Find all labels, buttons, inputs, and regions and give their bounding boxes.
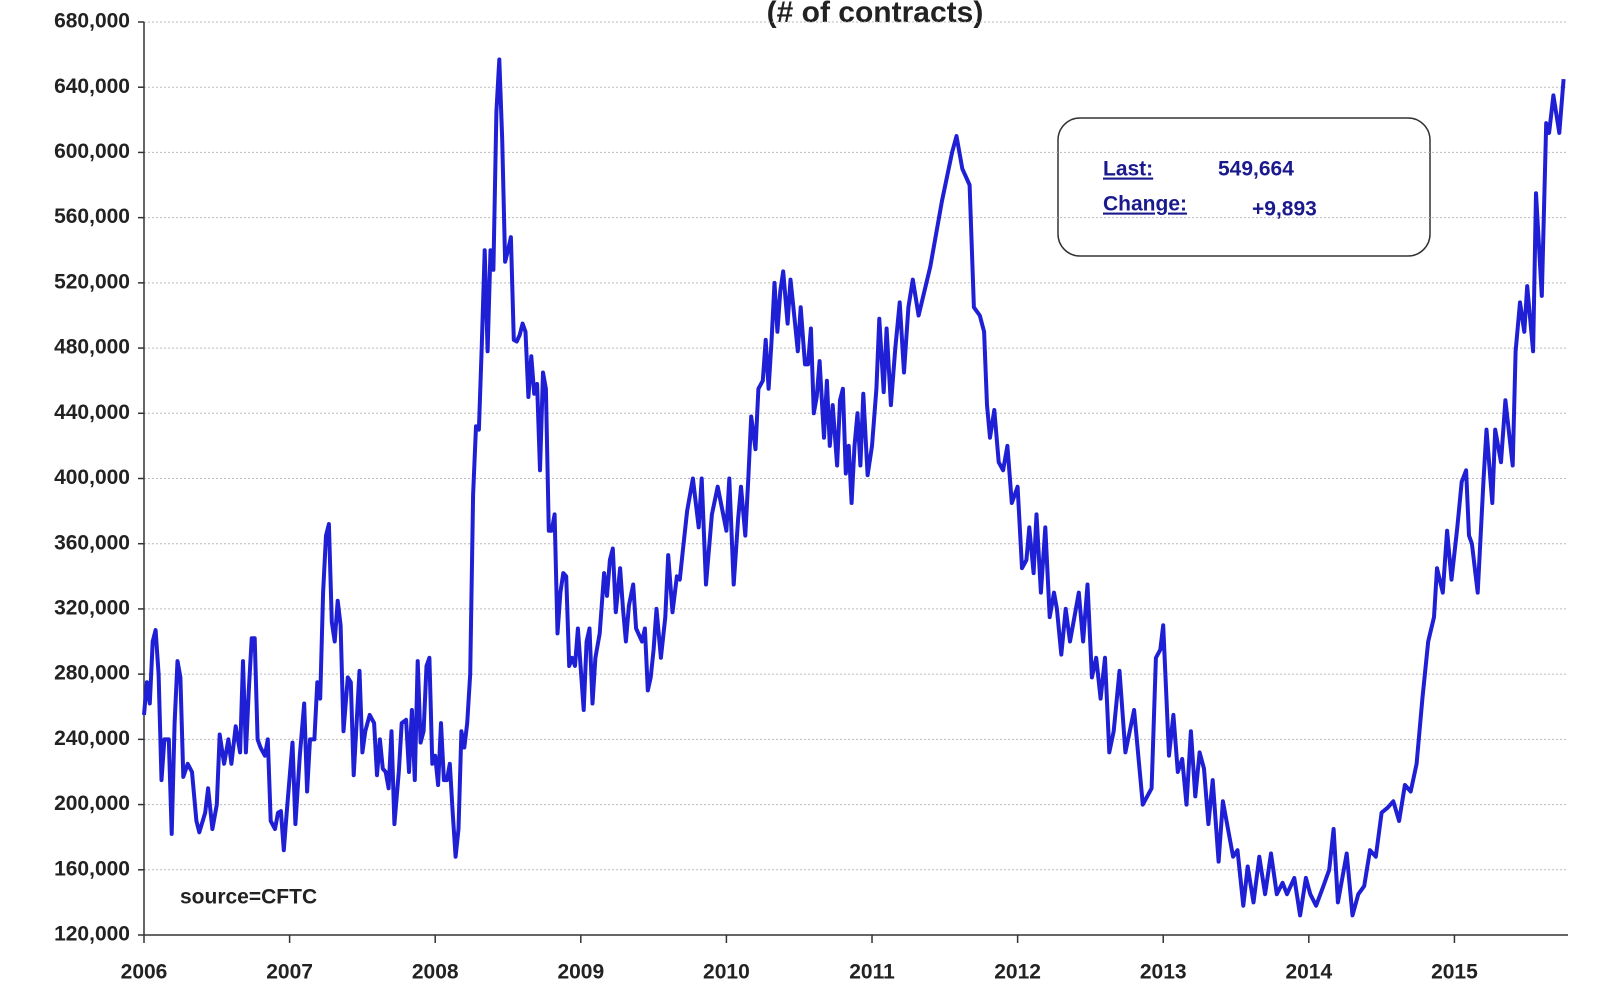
annotation-box: [1057, 117, 1431, 257]
annotation-value: 549,664: [1218, 158, 1294, 181]
source-note: source=CFTC: [180, 886, 317, 909]
y-tick-label: 600,000: [54, 140, 130, 163]
y-tick-label: 240,000: [54, 727, 130, 750]
y-tick-label: 280,000: [54, 662, 130, 685]
x-tick-label: 2013: [1140, 961, 1187, 984]
x-tick-label: 2010: [703, 961, 750, 984]
y-tick-label: 120,000: [54, 923, 130, 946]
annotation-value: +9,893: [1252, 198, 1317, 221]
x-tick-label: 2006: [121, 961, 168, 984]
annotation-label: Change:: [1103, 193, 1187, 216]
chart-title: (# of contracts): [767, 0, 984, 29]
x-tick-label: 2007: [266, 961, 313, 984]
x-tick-label: 2015: [1431, 961, 1478, 984]
x-tick-label: 2012: [994, 961, 1041, 984]
x-tick-label: 2008: [412, 961, 459, 984]
x-tick-label: 2009: [557, 961, 604, 984]
data-line: [142, 57, 1566, 918]
y-tick-label: 400,000: [54, 466, 130, 489]
y-tick-label: 320,000: [54, 596, 130, 619]
y-tick-label: 560,000: [54, 205, 130, 228]
y-tick-label: 200,000: [54, 792, 130, 815]
y-tick-label: 440,000: [54, 401, 130, 424]
annotation-label: Last:: [1103, 158, 1153, 181]
y-tick-label: 360,000: [54, 531, 130, 554]
y-tick-label: 480,000: [54, 336, 130, 359]
x-tick-label: 2011: [849, 961, 895, 984]
y-tick-label: 640,000: [54, 75, 130, 98]
y-tick-label: 680,000: [54, 10, 130, 33]
y-tick-label: 520,000: [54, 270, 130, 293]
y-tick-label: 160,000: [54, 857, 130, 880]
x-tick-label: 2014: [1285, 961, 1332, 984]
